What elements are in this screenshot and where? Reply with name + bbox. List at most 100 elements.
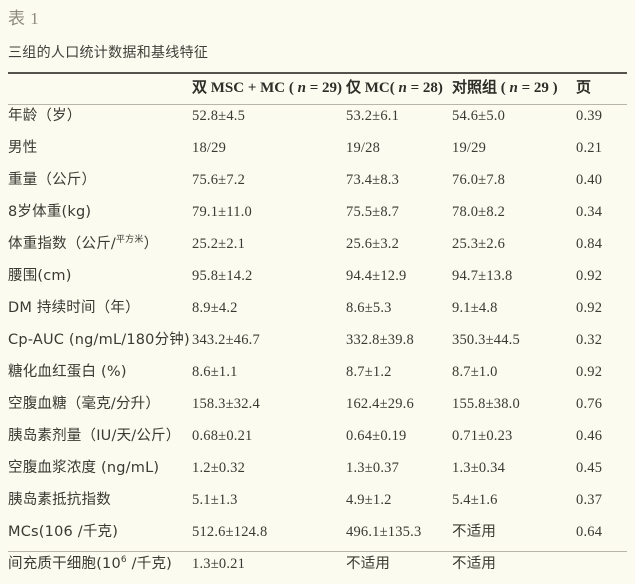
- row-label: 年龄（岁）: [8, 104, 192, 136]
- cell-mc-only: 0.64±0.19: [346, 428, 407, 444]
- row-label: DM 持续时间（年）: [8, 296, 192, 328]
- table-body: 年龄（岁） 52.8±4.5 53.2±6.1 54.6±5.0 0.39 男性 18/29…: [8, 104, 627, 584]
- row-label-text: 空腹血浆浓度 (ng/mL): [8, 460, 160, 476]
- cell-control: 94.7±13.8: [452, 268, 513, 284]
- cell-dual-msc-mc: 52.8±4.5: [192, 108, 246, 124]
- cell-control: 19/29: [452, 140, 487, 156]
- cell-dual-msc-mc: 95.8±14.2: [192, 268, 253, 284]
- cell-p-value: 0.37: [576, 492, 603, 508]
- cell-dual-msc-mc: 343.2±46.7: [192, 332, 260, 348]
- cell-p-value: 0.92: [576, 268, 603, 284]
- cell-p-value: 0.92: [576, 300, 603, 316]
- cell-dual-msc-mc: 75.6±7.2: [192, 172, 246, 188]
- row-label-text: 男性: [8, 140, 38, 156]
- row-label: 8岁体重(kg): [8, 200, 192, 232]
- table-row: Cp-AUC (ng/mL/180分钟) 343.2±46.7 332.8±39.8…: [8, 328, 627, 360]
- row-label-text: 年龄（岁）: [8, 108, 82, 124]
- row-label-text: 间充质干细胞(10: [8, 556, 121, 572]
- row-label: 重量（公斤）: [8, 168, 192, 200]
- cell-control: 350.3±44.5: [452, 332, 520, 348]
- cell-mc-only: 496.1±135.3: [346, 524, 422, 540]
- row-label-text: 腰围(cm): [8, 268, 72, 284]
- cell-p-value: 0.39: [576, 108, 603, 124]
- cell-dual-msc-mc: 25.2±2.1: [192, 236, 246, 252]
- cell-dual-msc-mc: 79.1±11.0: [192, 204, 252, 220]
- cell-control: 8.7±1.0: [452, 364, 498, 380]
- table-bottom-rule: [8, 551, 627, 552]
- row-label: Cp-AUC (ng/mL/180分钟): [8, 328, 192, 360]
- row-label-superscript: 6: [120, 555, 127, 566]
- row-label: 胰岛素剂量（IU/天/公斤）: [8, 424, 192, 456]
- header-suffix-control: = 29 ): [517, 80, 558, 96]
- row-label-text: 糖化血红蛋白 (%): [8, 364, 127, 380]
- cell-control: 78.0±8.2: [452, 204, 506, 220]
- cell-control: 76.0±7.8: [452, 172, 506, 188]
- cell-control: 25.3±2.6: [452, 236, 506, 252]
- row-label-tail: /千克): [126, 556, 172, 572]
- row-label-text: 空腹血糖（毫克/分升）: [8, 396, 161, 412]
- cell-mc-only: 75.5±8.7: [346, 204, 400, 220]
- cell-control: 0.71±0.23: [452, 428, 513, 444]
- row-label: 空腹血糖（毫克/分升）: [8, 392, 192, 424]
- row-label-tail: ）: [143, 236, 159, 252]
- header-italic-n-control: n: [509, 80, 518, 96]
- table-row: 空腹血浆浓度 (ng/mL) 1.2±0.32 1.3±0.37 1.3±0.34 0.…: [8, 456, 627, 488]
- cell-p-value: 0.21: [576, 140, 603, 156]
- table-caption: 三组的人口统计数据和基线特征: [8, 45, 209, 61]
- column-header-control: 对照组 ( n = 29 ): [452, 76, 576, 104]
- cell-mc-only: 不适用: [346, 556, 391, 572]
- cell-mc-only: 1.3±0.37: [346, 460, 400, 476]
- table-head: 双 MSC + MC ( n = 29) 仅 MC( n = 28) 对照组 (…: [8, 76, 627, 104]
- header-italic-n-mconly: n: [398, 80, 407, 96]
- cell-dual-msc-mc: 0.68±0.21: [192, 428, 253, 444]
- cell-dual-msc-mc: 18/29: [192, 140, 227, 156]
- cell-dual-msc-mc: 1.3±0.21: [192, 556, 246, 572]
- row-label-text: 体重指数（公斤/: [8, 236, 116, 252]
- column-header-dual-msc-mc: 双 MSC + MC ( n = 29): [192, 76, 346, 104]
- row-label-text: DM 持续时间（年）: [8, 300, 140, 316]
- table-row: 间充质干细胞(106 /千克) 1.3±0.21 不适用 不适用: [8, 552, 627, 584]
- row-label: 间充质干细胞(106 /千克): [8, 552, 192, 584]
- cell-dual-msc-mc: 5.1±1.3: [192, 492, 238, 508]
- table-row: 男性 18/29 19/28 19/29 0.21: [8, 136, 627, 168]
- cell-dual-msc-mc: 158.3±32.4: [192, 396, 260, 412]
- cell-mc-only: 4.9±1.2: [346, 492, 392, 508]
- column-header-p-value: 页: [576, 80, 592, 96]
- row-label-text: Cp-AUC (ng/mL/180分钟): [8, 332, 190, 348]
- cell-mc-only: 53.2±6.1: [346, 108, 400, 124]
- row-label: 糖化血红蛋白 (%): [8, 360, 192, 392]
- cell-mc-only: 162.4±29.6: [346, 396, 414, 412]
- table-row: 糖化血红蛋白 (%) 8.6±1.1 8.7±1.2 8.7±1.0 0.92: [8, 360, 627, 392]
- cell-p-value: 0.92: [576, 364, 603, 380]
- header-suffix-dual: = 29): [305, 80, 343, 96]
- table-row: 腰围(cm) 95.8±14.2 94.4±12.9 94.7±13.8 0.92: [8, 264, 627, 296]
- cell-p-value: 0.76: [576, 396, 603, 412]
- baseline-characteristics-table: 双 MSC + MC ( n = 29) 仅 MC( n = 28) 对照组 (…: [8, 76, 627, 584]
- cell-mc-only: 8.7±1.2: [346, 364, 392, 380]
- cell-control: 9.1±4.8: [452, 300, 498, 316]
- cell-dual-msc-mc: 8.9±4.2: [192, 300, 238, 316]
- table-row: 胰岛素剂量（IU/天/公斤） 0.68±0.21 0.64±0.19 0.71±0.2…: [8, 424, 627, 456]
- table-row: 空腹血糖（毫克/分升） 158.3±32.4 162.4±29.6 155.8±38.…: [8, 392, 627, 424]
- row-label-text: 胰岛素剂量（IU/天/公斤）: [8, 428, 181, 444]
- cell-mc-only: 94.4±12.9: [346, 268, 407, 284]
- cell-mc-only: 8.6±5.3: [346, 300, 392, 316]
- cell-p-value: 0.45: [576, 460, 603, 476]
- cell-p-value: 0.34: [576, 204, 603, 220]
- table-page: 表 1 三组的人口统计数据和基线特征 双 MSC + MC ( n = 29) …: [8, 9, 627, 572]
- column-header-mc-only: 仅 MC( n = 28): [346, 76, 452, 104]
- cell-p-value: 0.46: [576, 428, 603, 444]
- table-row: 重量（公斤） 75.6±7.2 73.4±8.3 76.0±7.8 0.40: [8, 168, 627, 200]
- table-header-rule: [8, 104, 627, 105]
- cell-control: 54.6±5.0: [452, 108, 506, 124]
- cell-mc-only: 25.6±3.2: [346, 236, 400, 252]
- cell-dual-msc-mc: 512.6±124.8: [192, 524, 268, 540]
- cell-control: 不适用: [452, 524, 497, 540]
- cell-control: 1.3±0.34: [452, 460, 506, 476]
- row-label-text: MCs(106 /千克): [8, 524, 119, 540]
- cell-p-value: [576, 552, 627, 584]
- table-number-label: 表 1: [8, 9, 40, 28]
- table-row: 体重指数（公斤/平方米） 25.2±2.1 25.6±3.2 25.3±2.6 0.84: [8, 232, 627, 264]
- cell-p-value: 0.64: [576, 524, 603, 540]
- row-label: 体重指数（公斤/平方米）: [8, 232, 192, 264]
